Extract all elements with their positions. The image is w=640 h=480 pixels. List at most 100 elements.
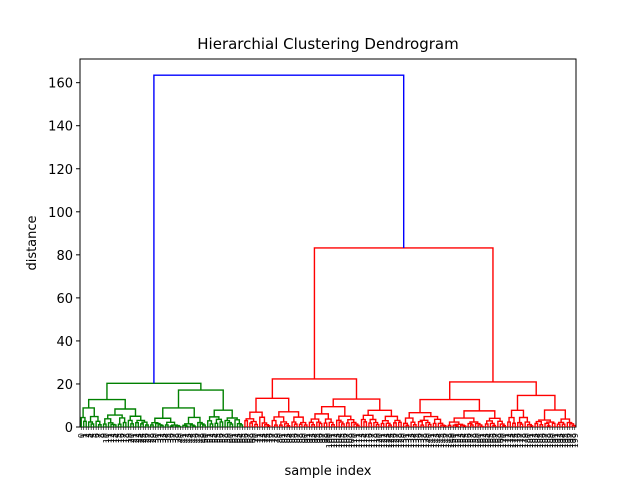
- dendrogram-link: [229, 423, 234, 427]
- dendrogram-link: [355, 424, 360, 427]
- leaf-label: 107: [343, 433, 352, 448]
- dendrogram-link: [412, 423, 417, 427]
- leaf-label: 1: [80, 433, 89, 438]
- leaf-label: 3: [85, 433, 94, 438]
- leaf-label: 41: [179, 433, 188, 443]
- dendrogram-link: [539, 424, 544, 427]
- leaf-label: 81: [278, 433, 287, 443]
- leaf-label: 118: [370, 433, 379, 448]
- leaf-label: 80: [276, 433, 285, 443]
- dendrogram-link: [141, 421, 148, 425]
- dendrogram-link: [226, 421, 232, 427]
- y-tick-label: 140: [48, 120, 73, 135]
- dendrogram-link: [318, 422, 323, 427]
- dendrogram-link: [512, 422, 516, 427]
- dendrogram-link: [162, 407, 195, 419]
- dendrogram-link: [224, 419, 231, 427]
- leaf-label: 77: [268, 433, 277, 443]
- dendrogram-link: [419, 398, 481, 413]
- dendrogram-link: [278, 411, 300, 418]
- leaf-label: 109: [348, 433, 357, 448]
- dendrogram-link: [320, 405, 346, 417]
- dendrogram-link: [529, 425, 534, 427]
- leaf-label: 69: [248, 433, 257, 443]
- dendrogram-link: [453, 417, 475, 423]
- leaf-label: 138: [419, 433, 428, 448]
- leaf-label: 187: [541, 433, 550, 448]
- leaf-label: 140: [424, 433, 433, 448]
- dendrogram-link: [273, 424, 278, 427]
- leaf-label: 43: [184, 433, 193, 443]
- y-tick-label: 0: [65, 421, 73, 436]
- leaf-label: 164: [484, 433, 493, 448]
- dendrogram-link: [455, 425, 459, 427]
- dendrogram-link: [107, 422, 114, 427]
- leaf-label: 59: [224, 433, 233, 443]
- leaf-label: 58: [221, 433, 230, 443]
- leaf-label: 198: [568, 433, 577, 448]
- leaf-label: 167: [491, 433, 500, 448]
- dendrogram-link: [437, 422, 444, 427]
- leaf-label: 71: [253, 433, 262, 443]
- leaf-label: 120: [375, 433, 384, 448]
- dendrogram-link: [546, 421, 555, 424]
- dendrogram-link: [375, 423, 380, 427]
- dendrogram-link: [566, 421, 573, 427]
- leaf-label: 70: [251, 433, 260, 443]
- leaf-label: 134: [410, 433, 419, 448]
- dendrogram-link: [447, 424, 452, 427]
- dendrogram-link: [135, 421, 139, 427]
- dendrogram-link: [122, 421, 127, 427]
- dendrogram-link: [463, 410, 496, 419]
- leaf-label: 7: [95, 433, 104, 438]
- dendrogram-link: [127, 419, 133, 427]
- leaf-label: 152: [454, 433, 463, 448]
- leaf-label: 124: [385, 433, 394, 448]
- leaf-label: 73: [258, 433, 267, 443]
- dendrogram-link: [82, 407, 95, 418]
- dendrogram-link: [117, 423, 122, 427]
- leaf-label: 181: [526, 433, 535, 448]
- leaf-label: 86: [291, 433, 300, 443]
- leaf-label: 196: [563, 433, 572, 448]
- dendrogram-link: [97, 424, 102, 427]
- leaf-label: 146: [439, 433, 448, 448]
- dendrogram-link: [373, 421, 379, 427]
- dendrogram-link: [489, 422, 495, 427]
- dendrogram-link: [384, 415, 399, 421]
- dendrogram-link: [151, 422, 159, 425]
- dendrogram-link: [432, 422, 437, 427]
- leaf-label: 174: [509, 433, 518, 448]
- leaf-label: 35: [164, 433, 173, 443]
- leaf-label: 6: [92, 433, 101, 438]
- leaf-label: 190: [548, 433, 557, 448]
- dendrogram-link: [393, 422, 397, 427]
- dendrogram-link: [404, 417, 414, 424]
- dendrogram-link: [571, 424, 576, 427]
- leaf-label: 72: [256, 433, 265, 443]
- leaf-label: 166: [489, 433, 498, 448]
- leaf-label: 116: [365, 433, 374, 448]
- dendrogram-link: [226, 417, 238, 421]
- dendrogram-link: [479, 425, 484, 428]
- dendrogram-link: [104, 418, 112, 425]
- leaf-label: 24: [137, 433, 146, 443]
- dendrogram-link: [249, 411, 263, 419]
- dendrogram-link: [331, 424, 335, 427]
- axes-frame: [79, 58, 577, 428]
- leaf-label: 50: [201, 433, 210, 443]
- y-tick-label: 80: [56, 249, 73, 264]
- leaf-label: 101: [328, 433, 337, 448]
- dendrogram-link: [488, 417, 501, 422]
- leaf-label: 169: [496, 433, 505, 448]
- leaf-label: 189: [546, 433, 555, 448]
- dendrogram-link: [367, 409, 393, 417]
- leaf-label: 177: [516, 433, 525, 448]
- leaf-label: 144: [434, 433, 443, 448]
- leaf-label: 199: [571, 433, 580, 448]
- leaf-label: 31: [154, 433, 163, 443]
- dendrogram-link: [534, 422, 539, 427]
- leaf-label: 9: [100, 433, 109, 438]
- dendrogram-link: [408, 412, 432, 419]
- y-tick-label: 40: [56, 335, 73, 350]
